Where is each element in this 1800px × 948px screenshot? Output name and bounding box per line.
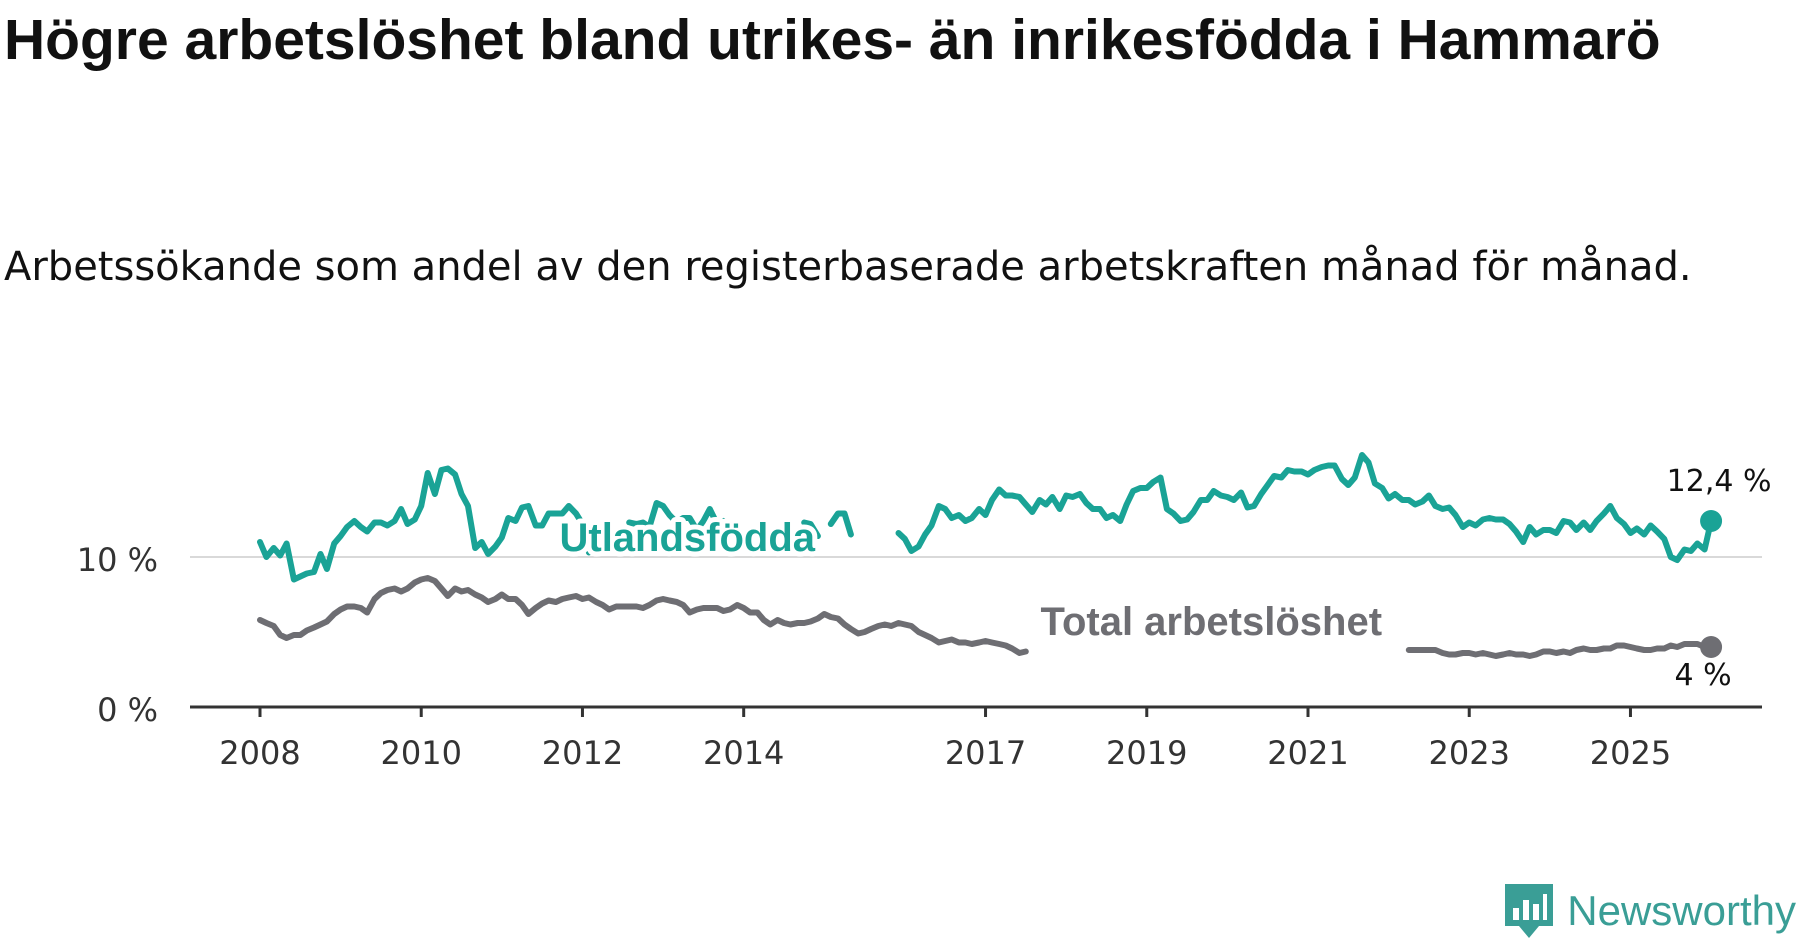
x-tick-label: 2014 bbox=[703, 734, 784, 772]
x-tick-label: 2017 bbox=[945, 734, 1026, 772]
y-tick-label: 10 % bbox=[77, 541, 158, 579]
x-tick-label: 2019 bbox=[1106, 734, 1187, 772]
series-annotation: Utlandsfödda bbox=[559, 516, 815, 560]
series-end-marker bbox=[1700, 636, 1723, 658]
end-label-utlandsfodda: 12,4 % bbox=[1667, 464, 1772, 499]
newsworthy-logo-icon bbox=[1505, 884, 1554, 938]
brand-logo: Newsworthy bbox=[1501, 880, 1796, 942]
chart-title: Högre arbetslöshet bland utrikes- än inr… bbox=[4, 8, 1661, 72]
brand-name: Newsworthy bbox=[1567, 887, 1796, 934]
series-annotation: Total arbetslöshet bbox=[1040, 600, 1382, 644]
series-line-total-arbetsl-shet bbox=[257, 575, 1715, 659]
series-line-utlandsf-dda bbox=[257, 452, 1715, 583]
x-tick-label: 2012 bbox=[542, 734, 623, 772]
x-tick-label: 2008 bbox=[219, 734, 300, 772]
x-tick-label: 2021 bbox=[1267, 734, 1348, 772]
x-tick-label: 2023 bbox=[1429, 734, 1510, 772]
x-tick-label: 2025 bbox=[1590, 734, 1671, 772]
series-end-marker bbox=[1700, 510, 1723, 532]
end-label-total: 4 % bbox=[1675, 658, 1732, 693]
chart-subtitle: Arbetssökande som andel av den registerb… bbox=[4, 244, 1692, 290]
y-tick-label: 0 % bbox=[97, 691, 158, 729]
x-tick-label: 2010 bbox=[381, 734, 462, 772]
